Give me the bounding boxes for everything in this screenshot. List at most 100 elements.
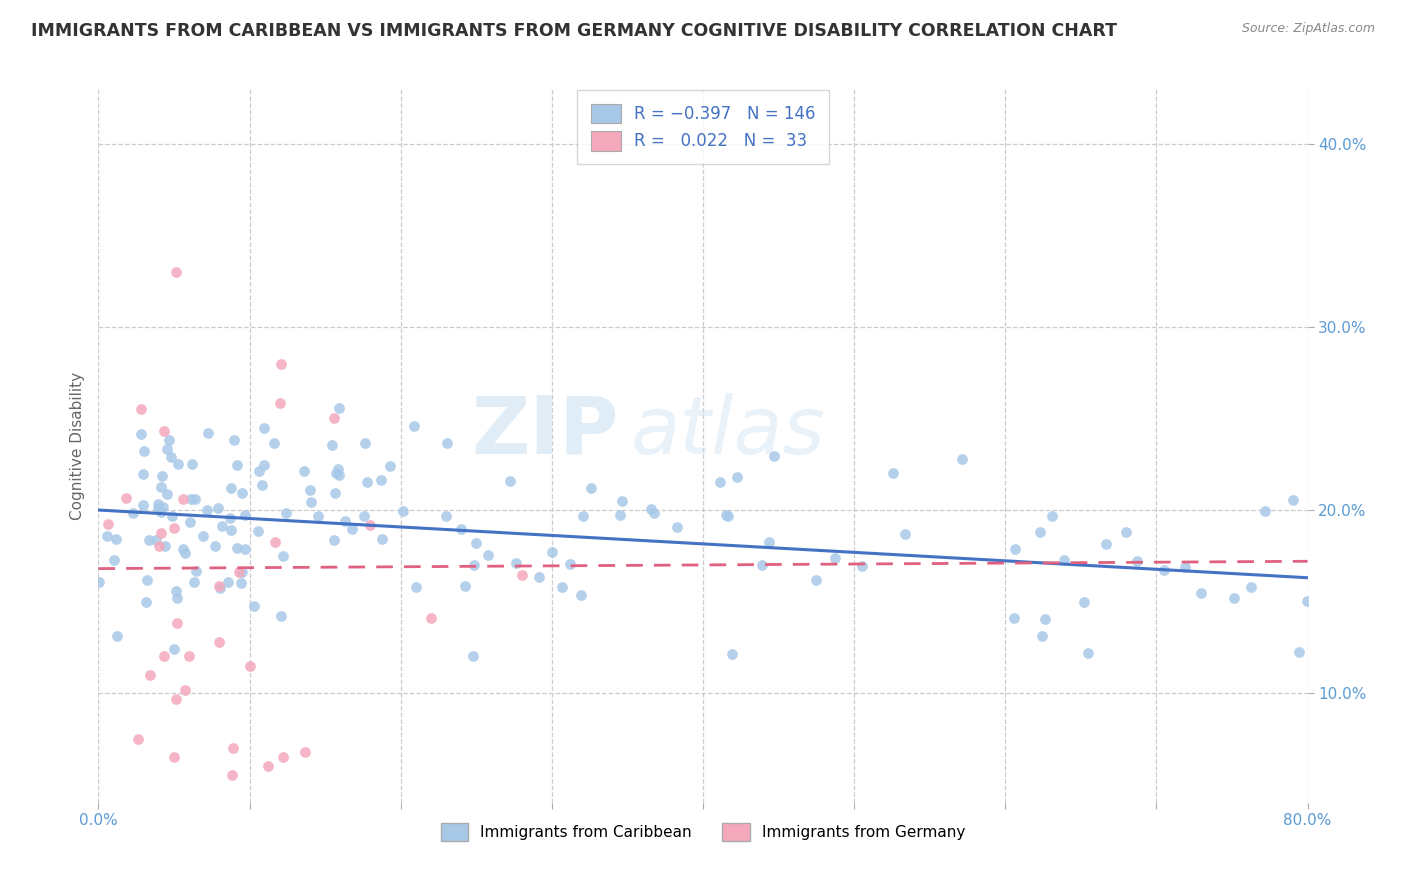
Point bbox=[1004, 611, 1026, 625]
Point bbox=[181, 458, 204, 472]
Point bbox=[149, 525, 172, 540]
Point bbox=[273, 750, 295, 764]
Point bbox=[221, 768, 243, 782]
Point bbox=[165, 584, 187, 599]
Point bbox=[229, 575, 252, 590]
Point bbox=[163, 642, 186, 657]
Point bbox=[122, 507, 145, 521]
Point bbox=[851, 559, 873, 574]
Point bbox=[1053, 553, 1076, 567]
Point bbox=[371, 532, 394, 546]
Point bbox=[558, 557, 581, 571]
Point bbox=[464, 535, 486, 549]
Point bbox=[612, 493, 634, 508]
Point bbox=[219, 511, 242, 525]
Point bbox=[763, 450, 786, 464]
Point bbox=[165, 265, 187, 279]
Point bbox=[299, 495, 322, 509]
Point bbox=[183, 575, 205, 590]
Point bbox=[1239, 580, 1261, 594]
Point bbox=[274, 506, 297, 520]
Point bbox=[257, 759, 280, 773]
Point bbox=[148, 539, 170, 553]
Point bbox=[1288, 644, 1310, 658]
Point bbox=[1094, 537, 1116, 551]
Point bbox=[1077, 646, 1099, 660]
Point bbox=[114, 491, 136, 506]
Point bbox=[211, 518, 233, 533]
Point bbox=[134, 444, 156, 458]
Point bbox=[138, 667, 160, 681]
Point bbox=[183, 491, 205, 506]
Point bbox=[405, 580, 427, 594]
Point bbox=[340, 522, 363, 536]
Point bbox=[247, 524, 270, 538]
Point bbox=[162, 509, 184, 524]
Point bbox=[325, 485, 347, 500]
Point bbox=[152, 500, 174, 514]
Point bbox=[156, 487, 179, 501]
Point bbox=[1040, 508, 1063, 523]
Point bbox=[233, 508, 256, 522]
Point bbox=[228, 566, 250, 580]
Point bbox=[356, 475, 378, 489]
Text: atlas: atlas bbox=[630, 392, 825, 471]
Point bbox=[322, 411, 344, 425]
Point bbox=[263, 535, 285, 549]
Point bbox=[271, 549, 294, 563]
Point bbox=[579, 482, 602, 496]
Point bbox=[609, 508, 631, 523]
Point bbox=[163, 521, 186, 535]
Point bbox=[217, 574, 239, 589]
Point bbox=[292, 464, 315, 478]
Point bbox=[894, 527, 917, 541]
Point bbox=[239, 658, 262, 673]
Point bbox=[499, 474, 522, 488]
Point bbox=[882, 466, 904, 480]
Point bbox=[173, 546, 195, 560]
Point bbox=[370, 473, 392, 487]
Point bbox=[222, 740, 245, 755]
Point bbox=[208, 579, 231, 593]
Point bbox=[392, 504, 415, 518]
Point bbox=[191, 529, 214, 543]
Point bbox=[87, 574, 110, 589]
Point bbox=[179, 649, 201, 664]
Point bbox=[107, 629, 129, 643]
Point bbox=[434, 509, 457, 524]
Point bbox=[270, 609, 292, 624]
Point bbox=[510, 568, 533, 582]
Point bbox=[1295, 593, 1317, 607]
Point bbox=[174, 683, 197, 698]
Point bbox=[153, 649, 176, 664]
Point bbox=[96, 529, 118, 543]
Point bbox=[270, 357, 292, 371]
Point bbox=[1223, 591, 1246, 605]
Point bbox=[172, 491, 194, 506]
Point bbox=[1031, 628, 1053, 642]
Point bbox=[751, 558, 773, 572]
Point bbox=[97, 517, 120, 532]
Point bbox=[263, 436, 285, 450]
Point bbox=[335, 514, 357, 528]
Point bbox=[247, 464, 270, 478]
Point bbox=[569, 588, 592, 602]
Point bbox=[149, 480, 172, 494]
Point bbox=[294, 745, 316, 759]
Text: ZIP: ZIP bbox=[471, 392, 619, 471]
Point bbox=[180, 492, 202, 507]
Point bbox=[166, 691, 188, 706]
Point bbox=[1029, 524, 1052, 539]
Point bbox=[527, 570, 550, 584]
Point bbox=[1033, 612, 1056, 626]
Text: Source: ZipAtlas.com: Source: ZipAtlas.com bbox=[1241, 22, 1375, 36]
Point bbox=[322, 533, 344, 547]
Point bbox=[824, 551, 846, 566]
Point bbox=[307, 508, 329, 523]
Point bbox=[242, 599, 264, 614]
Point bbox=[298, 483, 321, 498]
Point bbox=[156, 442, 179, 457]
Point bbox=[420, 611, 443, 625]
Point bbox=[505, 556, 527, 570]
Point bbox=[172, 541, 194, 556]
